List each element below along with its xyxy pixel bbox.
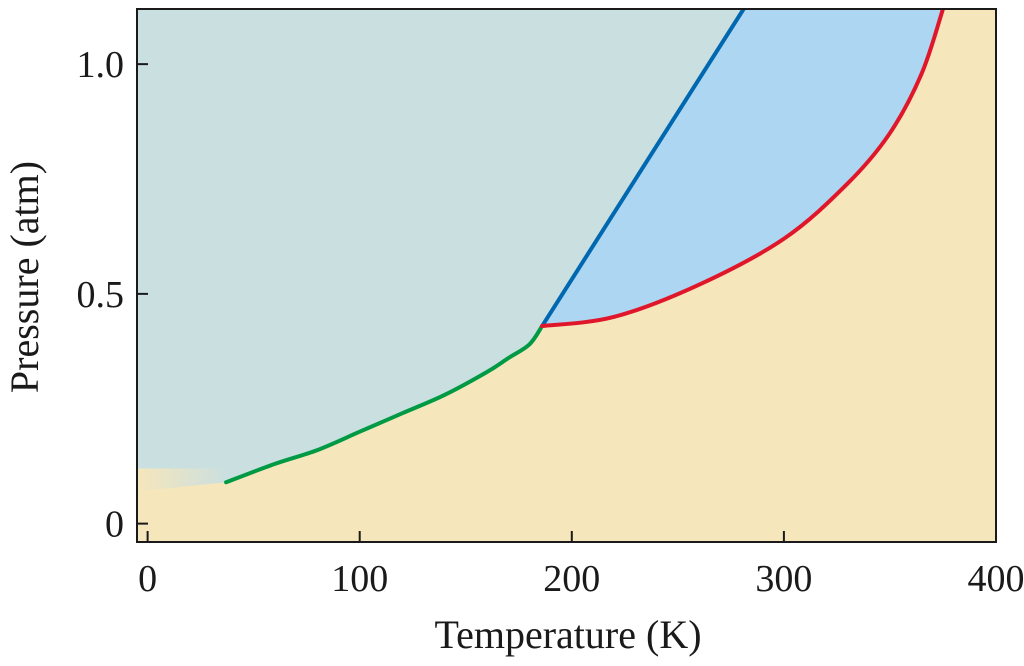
origin-fade bbox=[137, 468, 229, 515]
series-line-green bbox=[224, 324, 545, 485]
y-axis-title: Pressure (atm) bbox=[2, 161, 47, 393]
x-axis-title: Temperature (K) bbox=[434, 612, 701, 657]
x-tick-label: 200 bbox=[543, 558, 600, 600]
y-tick-label: 0.5 bbox=[77, 274, 125, 316]
x-tick-label: 400 bbox=[968, 558, 1024, 600]
series-line-red bbox=[540, 9, 945, 329]
middle-region bbox=[542, 9, 943, 327]
x-tick-label: 300 bbox=[755, 558, 812, 600]
y-tick-label: 0 bbox=[105, 504, 124, 546]
plot-frame bbox=[136, 8, 997, 543]
x-tick-label: 0 bbox=[138, 558, 157, 600]
x-tick-label: 100 bbox=[331, 558, 388, 600]
upper-region bbox=[137, 9, 744, 492]
series-line-blue bbox=[540, 9, 746, 329]
y-tick-label: 1.0 bbox=[77, 44, 125, 86]
